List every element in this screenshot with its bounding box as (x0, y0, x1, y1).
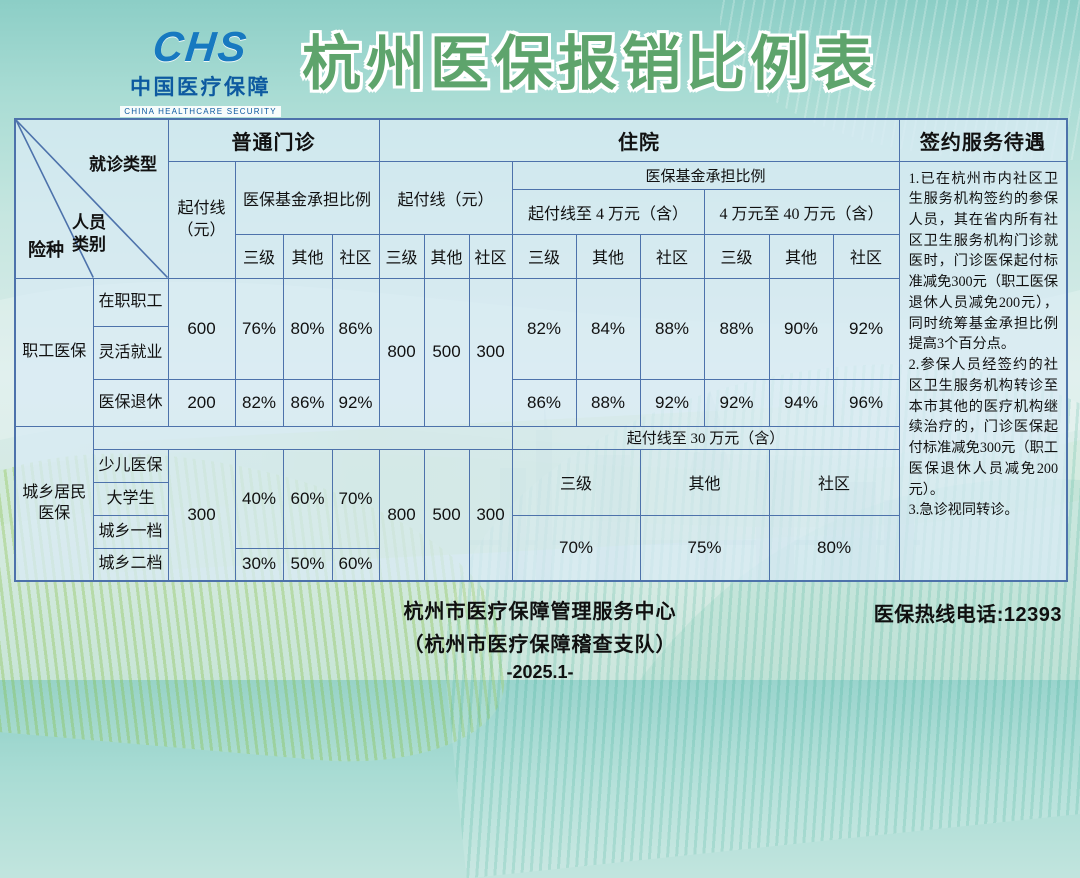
cell-emp-tier4w-community: 88% (639, 277, 705, 380)
cell-retired-tier40w-grade3: 92% (703, 378, 770, 427)
header-res-inpatient-other: 其他 (639, 448, 770, 516)
header-signed-service: 签约服务待遇 (898, 118, 1068, 162)
header-outpatient-other: 其他 (282, 233, 333, 279)
cell-emp-tier40w-other: 90% (768, 277, 834, 380)
footer-org-name: 杭州市医疗保障管理服务中心 (403, 601, 677, 623)
header-tier40w-community: 社区 (832, 233, 900, 279)
cell-retired-tier4w-other: 88% (575, 378, 641, 427)
header-inpatient-deductible-community: 社区 (468, 233, 513, 279)
header-inpatient-deductible-other: 其他 (423, 233, 470, 279)
header-outpatient-fund-ratio: 医保基金承担比例 (234, 160, 380, 235)
cell-retired-outpatient-deductible: 200 (167, 378, 236, 427)
cell-emp-outpatient-community: 86% (331, 277, 380, 380)
row-group-employee: 职工医保 (14, 277, 94, 427)
cell-res-outpatient-lower-grade3: 30% (234, 547, 284, 582)
cell-emp-tier40w-grade3: 88% (703, 277, 770, 380)
row-label-urban-rural-tier1: 城乡一档 (92, 514, 169, 549)
signed-service-notes: 1.已在杭州市内社区卫生服务机构签约的参保人员，其在省内所有社区卫生服务机构门诊… (898, 160, 1068, 582)
footer-org-block: 杭州市医疗保障管理服务中心 （杭州市医疗保障稽查支队） -2025.1- (280, 595, 800, 683)
cell-res-inpatient-deductible-community: 300 (468, 448, 513, 582)
cell-retired-tier40w-community: 96% (832, 378, 900, 427)
chs-logo-acronym: CHS (150, 23, 251, 70)
cell-emp-inpatient-deductible-grade3: 800 (378, 277, 425, 427)
footer-org-sub-name: （杭州市医疗保障稽查支队） (403, 634, 677, 656)
row-label-children-insurance: 少儿医保 (92, 448, 169, 483)
row-group-resident: 城乡居民医保 (14, 425, 94, 582)
cell-res-outpatient-upper-community: 70% (331, 448, 380, 549)
row-label-active-employee: 在职职工 (92, 277, 169, 327)
header-outpatient-deductible: 起付线 （元） (167, 160, 236, 279)
footer-hotline: 医保热线电话:12393 (873, 604, 1062, 626)
header-tier-4w-to-40w: 4 万元至 40 万元（含） (703, 188, 900, 235)
cell-retired-tier4w-community: 92% (639, 378, 705, 427)
header-inpatient-deductible-grade3: 三级 (378, 233, 425, 279)
header-outpatient-grade3: 三级 (234, 233, 284, 279)
cell-emp-inpatient-deductible-community: 300 (468, 277, 513, 427)
row-label-urban-rural-tier2: 城乡二档 (92, 547, 169, 582)
header-outpatient: 普通门诊 (167, 118, 380, 162)
chs-logo: CHS 中国医疗保障 CHINA HEALTHCARE SECURITY (108, 23, 293, 119)
header-outpatient-community: 社区 (331, 233, 380, 279)
header-inpatient: 住院 (378, 118, 900, 162)
cell-res-inpatient-deductible-grade3: 800 (378, 448, 425, 582)
cell-res-outpatient-upper-grade3: 40% (234, 448, 284, 549)
header-tier40w-other: 其他 (768, 233, 834, 279)
header-tier40w-grade3: 三级 (703, 233, 770, 279)
cell-retired-tier4w-grade3: 86% (511, 378, 577, 427)
corner-visit-type-label: 就诊类型 (89, 155, 157, 174)
cell-retired-outpatient-other: 86% (282, 378, 333, 427)
cell-res-outpatient-upper-other: 60% (282, 448, 333, 549)
chs-logo-name-cn: 中国医疗保障 (130, 76, 271, 99)
cell-resident-spacer (92, 425, 513, 450)
cell-retired-tier40w-other: 94% (768, 378, 834, 427)
corner-cell: 就诊类型 人员 类别 险种 (14, 118, 169, 279)
footer-date: -2025.1- (506, 662, 574, 682)
cell-emp-outpatient-grade3: 76% (234, 277, 284, 380)
cell-res-outpatient-lower-community: 60% (331, 547, 380, 582)
header-inpatient-fund-ratio: 医保基金承担比例 (511, 160, 900, 190)
page-title: 杭州医保报销比例表 (301, 31, 878, 97)
row-label-university-student: 大学生 (92, 481, 169, 516)
cell-retired-outpatient-grade3: 82% (234, 378, 284, 427)
signed-service-note-2: 2.参保人员经签约的社区卫生服务机构转诊至本市其他的医疗机构继续治疗的，门诊医保… (908, 357, 1059, 498)
signed-service-note-3: 3.急诊视同转诊。 (908, 502, 1019, 519)
cell-res-inpatient-grade3: 70% (511, 514, 641, 582)
row-label-retired: 医保退休 (92, 378, 169, 427)
cell-emp-tier4w-grade3: 82% (511, 277, 577, 380)
cell-res-outpatient-deductible: 300 (167, 448, 236, 582)
row-label-flexible-employment: 灵活就业 (92, 325, 169, 380)
corner-diagonal-lines (16, 120, 167, 277)
corner-insurance-type-label: 险种 (28, 240, 64, 260)
header-tier-to-30w: 起付线至 30 万元（含） (511, 425, 900, 450)
cell-retired-outpatient-community: 92% (331, 378, 380, 427)
reimbursement-table: 就诊类型 人员 类别 险种 普通门诊 住院 签约服务待遇 起付线 （元） 医保基… (14, 118, 1069, 582)
header-inpatient-deductible: 起付线（元） (378, 160, 513, 235)
cell-emp-outpatient-deductible: 600 (167, 277, 236, 380)
header-res-inpatient-grade3: 三级 (511, 448, 641, 516)
cell-res-inpatient-other: 75% (639, 514, 770, 582)
cell-emp-inpatient-deductible-other: 500 (423, 277, 470, 427)
header-tier4w-grade3: 三级 (511, 233, 577, 279)
header-tier4w-other: 其他 (575, 233, 641, 279)
cell-res-inpatient-deductible-other: 500 (423, 448, 470, 582)
corner-person-category-label: 人员 类别 (72, 213, 106, 255)
cell-emp-tier4w-other: 84% (575, 277, 641, 380)
header-res-inpatient-community: 社区 (768, 448, 900, 516)
cell-res-outpatient-lower-other: 50% (282, 547, 333, 582)
cell-res-inpatient-community: 80% (768, 514, 900, 582)
cell-emp-outpatient-other: 80% (282, 277, 333, 380)
cell-emp-tier40w-community: 92% (832, 277, 900, 380)
header-tier4w-community: 社区 (639, 233, 705, 279)
chs-logo-name-en: CHINA HEALTHCARE SECURITY (120, 106, 281, 117)
header-tier-to-4w: 起付线至 4 万元（含） (511, 188, 705, 235)
signed-service-note-1: 1.已在杭州市内社区卫生服务机构签约的参保人员，其在省内所有社区卫生服务机构门诊… (908, 170, 1059, 353)
